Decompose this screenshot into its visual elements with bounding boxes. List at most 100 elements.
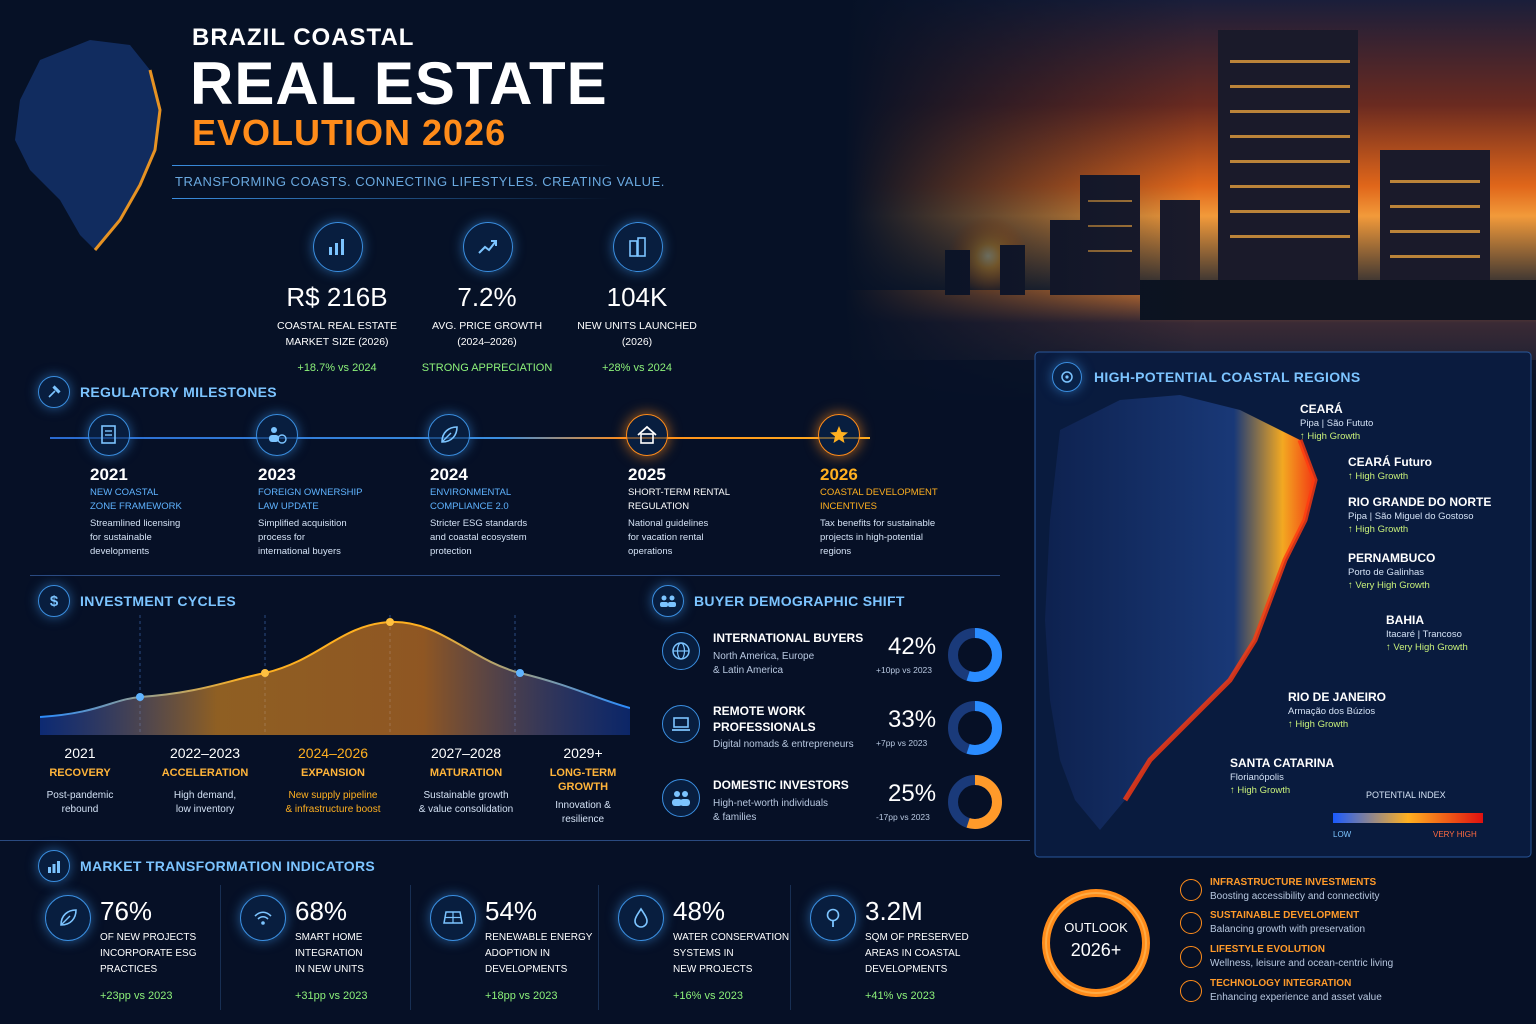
cycles-heading: INVESTMENT CYCLES <box>80 593 237 609</box>
kpi-label: COASTAL REAL ESTATE <box>276 320 397 332</box>
bar-chart-icon <box>313 222 363 272</box>
demographic-title: REMOTE WORK <box>713 704 806 718</box>
region-town: Florianópolis <box>1230 772 1284 783</box>
outlook-title: INFRASTRUCTURE INVESTMENTS <box>1210 877 1377 888</box>
demographic-delta: -17pp vs 2023 <box>876 812 930 822</box>
milestone-desc: protection <box>430 546 472 557</box>
cycle-desc: Innovation & <box>555 800 611 811</box>
demographic-title: INTERNATIONAL BUYERS <box>713 631 864 645</box>
header-kicker: BRAZIL COASTAL <box>192 24 415 51</box>
demographic-donut <box>948 628 1002 682</box>
house-icon <box>626 414 668 456</box>
person-globe-icon <box>256 414 298 456</box>
outlook-title: LIFESTYLE EVOLUTION <box>1210 944 1326 955</box>
milestone-desc: for sustainable <box>90 532 152 543</box>
cycle-phase: MATURATION <box>429 767 503 779</box>
cycle-phase: ACCELERATION <box>161 767 249 779</box>
outlook-desc: Balancing growth with preservation <box>1210 924 1366 935</box>
indicator-desc: PRACTICES <box>100 964 158 975</box>
trend-up-icon <box>463 222 513 272</box>
cycle-point-2027 <box>516 669 524 677</box>
indicator-desc: DEVELOPMENTS <box>865 964 948 975</box>
cycle-desc-2: low inventory <box>175 804 235 815</box>
cycle-desc-2: resilience <box>561 814 605 825</box>
milestone-desc: Streamlined licensing <box>90 518 181 529</box>
milestone-name-2: ZONE FRAMEWORK <box>90 501 182 512</box>
region-name: RIO DE JANEIRO <box>1288 690 1387 704</box>
region-town: Armação dos Búzios <box>1288 706 1376 717</box>
indicator-desc: INTEGRATION <box>295 948 363 959</box>
indicator-desc: SMART HOME <box>295 932 363 943</box>
indicator-desc: INCORPORATE ESG <box>100 948 197 959</box>
cycle-desc: Sustainable growth <box>423 790 509 801</box>
indicator-delta: +31pp vs 2023 <box>295 990 368 1002</box>
milestone-desc: process for <box>258 532 305 543</box>
donut-segment <box>948 628 1002 682</box>
page-title: REAL ESTATE <box>190 50 608 117</box>
milestone-year: 2023 <box>258 465 296 484</box>
indicator-separator <box>790 885 791 1010</box>
indicator-desc: SYSTEMS IN <box>673 948 734 959</box>
milestone-desc: regions <box>820 546 852 557</box>
regions-heading: HIGH-POTENTIAL COASTAL REGIONS <box>1094 369 1361 385</box>
cycle-point-2021 <box>136 693 144 701</box>
indicator-value: 54% <box>485 896 538 926</box>
solar-panel-icon <box>430 895 476 941</box>
star-icon <box>818 414 860 456</box>
outlook-icon <box>1180 980 1202 1002</box>
region-growth: ↑ Very High Growth <box>1386 642 1468 653</box>
cycle-desc-2: & infrastructure boost <box>285 804 381 815</box>
kpi-delta: +18.7% vs 2024 <box>297 362 377 374</box>
indicator-desc: OF NEW PROJECTS <box>100 932 197 943</box>
laptop-icon <box>662 705 700 743</box>
milestone-year: 2024 <box>430 465 468 484</box>
region-growth: ↑ High Growth <box>1348 524 1409 535</box>
region-growth: ↑ High Growth <box>1300 431 1361 442</box>
gavel-icon <box>38 376 70 408</box>
milestone-name: COASTAL DEVELOPMENT <box>820 487 938 498</box>
demographic-delta: +10pp vs 2023 <box>876 665 933 675</box>
region-name: SANTA CATARINA <box>1230 756 1335 770</box>
indicator-value: 76% <box>100 896 153 926</box>
milestone-name: NEW COASTAL <box>90 487 159 498</box>
target-icon <box>1052 362 1082 392</box>
indicator-desc: SQM OF PRESERVED <box>865 932 969 943</box>
cycle-phase-2: GROWTH <box>557 781 609 793</box>
header-divider <box>172 165 612 166</box>
cycle-year: 2021 <box>64 745 96 761</box>
indicator-desc: DEVELOPMENTS <box>485 964 568 975</box>
region-name: CEARÁ <box>1300 402 1343 416</box>
cycle-desc-2: & value consolidation <box>418 804 514 815</box>
indicator-value: 68% <box>295 896 348 926</box>
kpi-delta: +28% vs 2024 <box>601 362 673 374</box>
outlook-label: OUTLOOK <box>1064 920 1128 935</box>
outlook-title: SUSTAINABLE DEVELOPMENT <box>1210 910 1360 921</box>
indicator-desc: AREAS IN COASTAL <box>865 948 961 959</box>
indicator-desc: IN NEW UNITS <box>295 964 364 975</box>
kpi-value: R$ 216B <box>286 282 388 312</box>
milestones-heading: REGULATORY MILESTONES <box>80 384 277 400</box>
indicators-heading: MARKET TRANSFORMATION INDICATORS <box>80 858 376 874</box>
demographic-pct: 42% <box>888 633 937 660</box>
people-group-icon <box>652 585 684 617</box>
kpi-label-2: (2026) <box>621 336 653 348</box>
milestone-name-2: REGULATION <box>628 501 690 512</box>
indicator-separator <box>220 885 221 1010</box>
region-growth: ↑ High Growth <box>1230 785 1291 796</box>
indicator-separator <box>598 885 599 1010</box>
cycle-year: 2022–2023 <box>169 745 241 761</box>
demographic-sub-2: & Latin America <box>713 665 784 676</box>
region-name: CEARÁ Futuro <box>1348 455 1432 469</box>
cycle-desc-2: rebound <box>61 804 99 815</box>
outlook-icon <box>1180 946 1202 968</box>
demographic-title: DOMESTIC INVESTORS <box>713 778 849 792</box>
cycle-point-2024 <box>386 618 394 626</box>
outlook-desc: Boosting accessibility and connectivity <box>1210 891 1380 902</box>
kpi-label: AVG. PRICE GROWTH <box>431 320 543 332</box>
outlook-icon <box>1180 912 1202 934</box>
region-name: PERNAMBUCO <box>1348 551 1436 565</box>
indicator-delta: +16% vs 2023 <box>673 990 744 1002</box>
indicator-desc: WATER CONSERVATION <box>673 932 790 943</box>
milestone-name: ENVIRONMENTAL <box>430 487 512 498</box>
demographics-heading: BUYER DEMOGRAPHIC SHIFT <box>694 593 905 609</box>
